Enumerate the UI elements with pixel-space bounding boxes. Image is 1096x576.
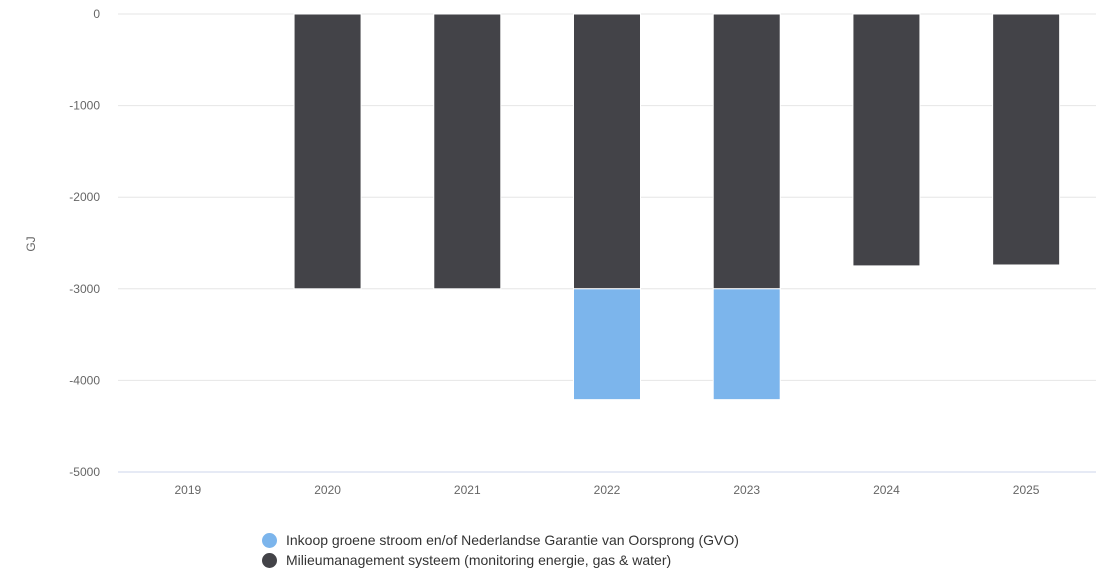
x-axis-ticks: 2019 2020 2021 2022 2023 2024 2025: [175, 483, 1040, 497]
x-tick-label: 2020: [314, 483, 341, 497]
bars: [293, 13, 1061, 401]
bar-milieumanagement-2025[interactable]: [992, 13, 1061, 266]
x-tick-label: 2024: [873, 483, 900, 497]
y-tick-label: -5000: [69, 465, 100, 479]
legend-label-gvo: Inkoop groene stroom en/of Nederlandse G…: [286, 532, 739, 548]
y-tick-label: -2000: [69, 190, 100, 204]
x-tick-label: 2019: [175, 483, 202, 497]
x-tick-label: 2023: [733, 483, 760, 497]
bar-milieumanagement-2024[interactable]: [852, 13, 921, 267]
bar-gvo-2023[interactable]: [712, 288, 781, 401]
bar-gvo-2022[interactable]: [573, 288, 641, 401]
y-tick-label: -1000: [69, 99, 100, 113]
legend-label-milieumanagement: Milieumanagement systeem (monitoring ene…: [286, 552, 672, 568]
legend: Inkoop groene stroom en/of Nederlandse G…: [262, 530, 739, 570]
y-axis-title: GJ: [24, 236, 38, 251]
bar-milieumanagement-2021[interactable]: [433, 13, 502, 290]
x-tick-label: 2022: [594, 483, 621, 497]
bar-milieumanagement-2023[interactable]: [712, 13, 781, 290]
bar-milieumanagement-2020[interactable]: [293, 13, 362, 290]
bar-milieumanagement-2022[interactable]: [573, 13, 641, 290]
legend-item-gvo[interactable]: Inkoop groene stroom en/of Nederlandse G…: [262, 530, 739, 550]
x-tick-label: 2025: [1013, 483, 1040, 497]
y-tick-label: -3000: [69, 282, 100, 296]
legend-marker-milieumanagement: [262, 552, 277, 568]
y-axis-ticks: 0 -1000 -2000 -3000 -4000 -5000: [69, 7, 100, 479]
bar-chart: 0-1000-2000-3000-4000-5000 2019 2020 2021 2…: [24, 7, 1096, 497]
legend-item-milieumanagement[interactable]: Milieumanagement systeem (monitoring ene…: [262, 550, 739, 570]
y-tick-label: 0: [93, 7, 100, 21]
legend-marker-gvo: [262, 532, 277, 548]
y-tick-label: -4000: [69, 373, 100, 387]
x-tick-label: 2021: [454, 483, 481, 497]
